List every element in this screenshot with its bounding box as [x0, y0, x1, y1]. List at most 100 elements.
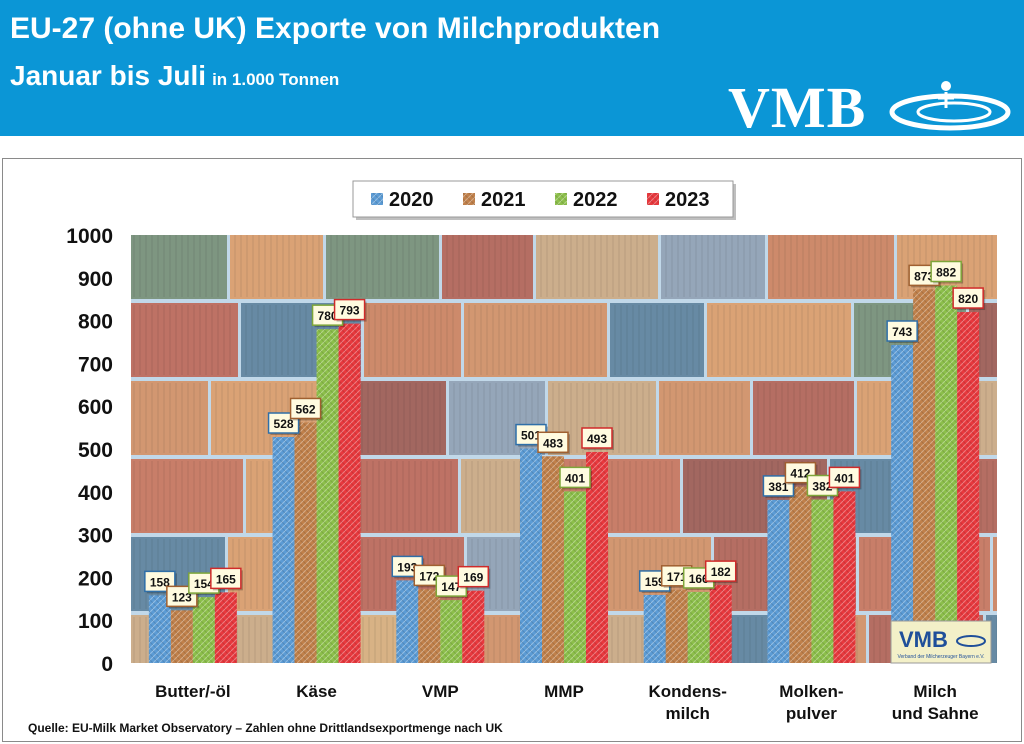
svg-text:501: 501: [521, 429, 541, 443]
svg-text:147: 147: [441, 580, 461, 594]
svg-text:158: 158: [150, 575, 170, 589]
subtitle-period: Januar bis Juli: [10, 60, 207, 91]
svg-text:412: 412: [790, 467, 810, 481]
svg-text:562: 562: [296, 402, 316, 416]
legend-label: 2021: [481, 189, 526, 211]
legend-swatch-2023: [647, 193, 659, 205]
svg-text:123: 123: [172, 590, 192, 604]
chart-title: EU-27 (ohne UK) Exporte von Milchprodukt…: [10, 12, 661, 45]
svg-text:780: 780: [318, 309, 338, 323]
header-banner: EU-27 (ohne UK) Exporte von Milchprodukt…: [0, 0, 1024, 140]
data-label: 182: [704, 560, 738, 584]
data-label: 483: [537, 431, 570, 455]
bar-2021: [294, 422, 317, 663]
bar-2020: [272, 437, 295, 663]
svg-text:166: 166: [689, 572, 709, 586]
data-label: 381: [762, 475, 796, 498]
category-label: Kondens-: [649, 682, 727, 701]
bar-2021: [913, 289, 936, 663]
y-tick-label: 0: [101, 653, 113, 676]
y-tick-label: 400: [78, 482, 113, 505]
bar-2022: [564, 491, 586, 663]
data-label: 401: [828, 466, 862, 490]
legend-label: 2020: [389, 189, 434, 211]
bar-2020: [148, 595, 171, 663]
svg-text:743: 743: [892, 325, 912, 339]
bar-2022: [935, 285, 958, 663]
svg-text:154: 154: [194, 577, 214, 591]
data-label: 528: [267, 412, 301, 436]
bar-2020: [396, 580, 419, 663]
bar-2020: [520, 448, 542, 663]
bar-2020: [891, 344, 914, 663]
y-tick-label: 900: [78, 268, 113, 291]
svg-text:483: 483: [543, 436, 563, 450]
svg-text:172: 172: [419, 569, 439, 583]
legend-label: 2023: [665, 189, 710, 211]
data-label: 743: [886, 320, 920, 343]
vmb-logo: VMB: [728, 75, 867, 140]
bar-2023: [338, 323, 361, 663]
data-label: 493: [581, 427, 614, 450]
unit-label: in 1.000 Tonnen: [212, 70, 340, 89]
svg-text:Verband der Milcherzeuger Baye: Verband der Milcherzeuger Bayern e.V.: [897, 654, 984, 660]
svg-text:193: 193: [397, 560, 417, 574]
data-label: 882: [930, 260, 964, 284]
svg-text:382: 382: [812, 480, 832, 494]
y-tick-label: 500: [78, 439, 113, 462]
y-tick-label: 700: [78, 353, 113, 376]
bar-2021: [418, 589, 441, 663]
bar-2022: [316, 329, 339, 663]
svg-text:159: 159: [645, 575, 665, 589]
bar-2023: [709, 585, 732, 663]
data-label: 820: [952, 287, 986, 311]
y-tick-label: 1000: [66, 225, 113, 248]
data-label: 401: [559, 466, 592, 490]
bar-2020: [643, 594, 666, 663]
source-note: Quelle: EU-Milk Market Observatory – Zah…: [28, 721, 503, 735]
bar-chart: 0 100 200 300 400 500 600 700 800 900 1000 Butter/-…: [66, 180, 997, 723]
data-label: 169: [457, 565, 491, 589]
legend: 2020 2021 2022 2023: [352, 180, 736, 220]
svg-text:820: 820: [958, 292, 978, 306]
legend-swatch-2020: [371, 193, 383, 205]
category-label: Milch: [913, 682, 956, 701]
chart-subtitle: Januar bis Juli in 1.000 Tonnen: [10, 60, 339, 92]
svg-text:165: 165: [216, 572, 236, 586]
inset-vmb-logo: VMB Verband der Milcherzeuger Bayern e.V.: [890, 620, 992, 664]
data-label: 793: [333, 298, 367, 322]
data-label: 562: [289, 397, 323, 421]
logo-swirl-icon: [889, 81, 1011, 131]
bar-2022: [811, 499, 834, 663]
bar-2022: [192, 597, 215, 663]
y-tick-label: 200: [78, 567, 113, 590]
bar-2023: [214, 592, 237, 663]
bar-2021: [789, 486, 812, 663]
bar-2021: [542, 456, 564, 663]
bar-2021: [170, 610, 193, 663]
bar-2022: [687, 591, 710, 663]
bar-2022: [440, 600, 463, 663]
svg-text:169: 169: [463, 571, 483, 585]
category-label: und Sahne: [892, 704, 979, 723]
svg-text:873: 873: [914, 269, 934, 283]
svg-text:381: 381: [768, 480, 788, 494]
bar-2020: [767, 499, 790, 663]
svg-text:VMB: VMB: [899, 627, 948, 652]
category-label: MMP: [544, 682, 584, 701]
svg-text:401: 401: [834, 471, 854, 485]
svg-text:182: 182: [711, 565, 731, 579]
svg-text:401: 401: [565, 471, 585, 485]
bar-2021: [665, 589, 688, 663]
svg-text:493: 493: [587, 432, 607, 446]
bar-2023: [462, 590, 485, 663]
chart-panel: 0 100 200 300 400 500 600 700 800 900 1000 Butter/-…: [2, 158, 1022, 742]
bar-2023: [833, 491, 856, 663]
y-tick-label: 300: [78, 525, 113, 548]
category-label: VMP: [422, 682, 459, 701]
legend-swatch-2022: [555, 193, 567, 205]
svg-text:882: 882: [936, 266, 956, 280]
y-tick-label: 100: [78, 610, 113, 633]
svg-text:171: 171: [667, 570, 687, 584]
svg-text:793: 793: [340, 304, 360, 318]
